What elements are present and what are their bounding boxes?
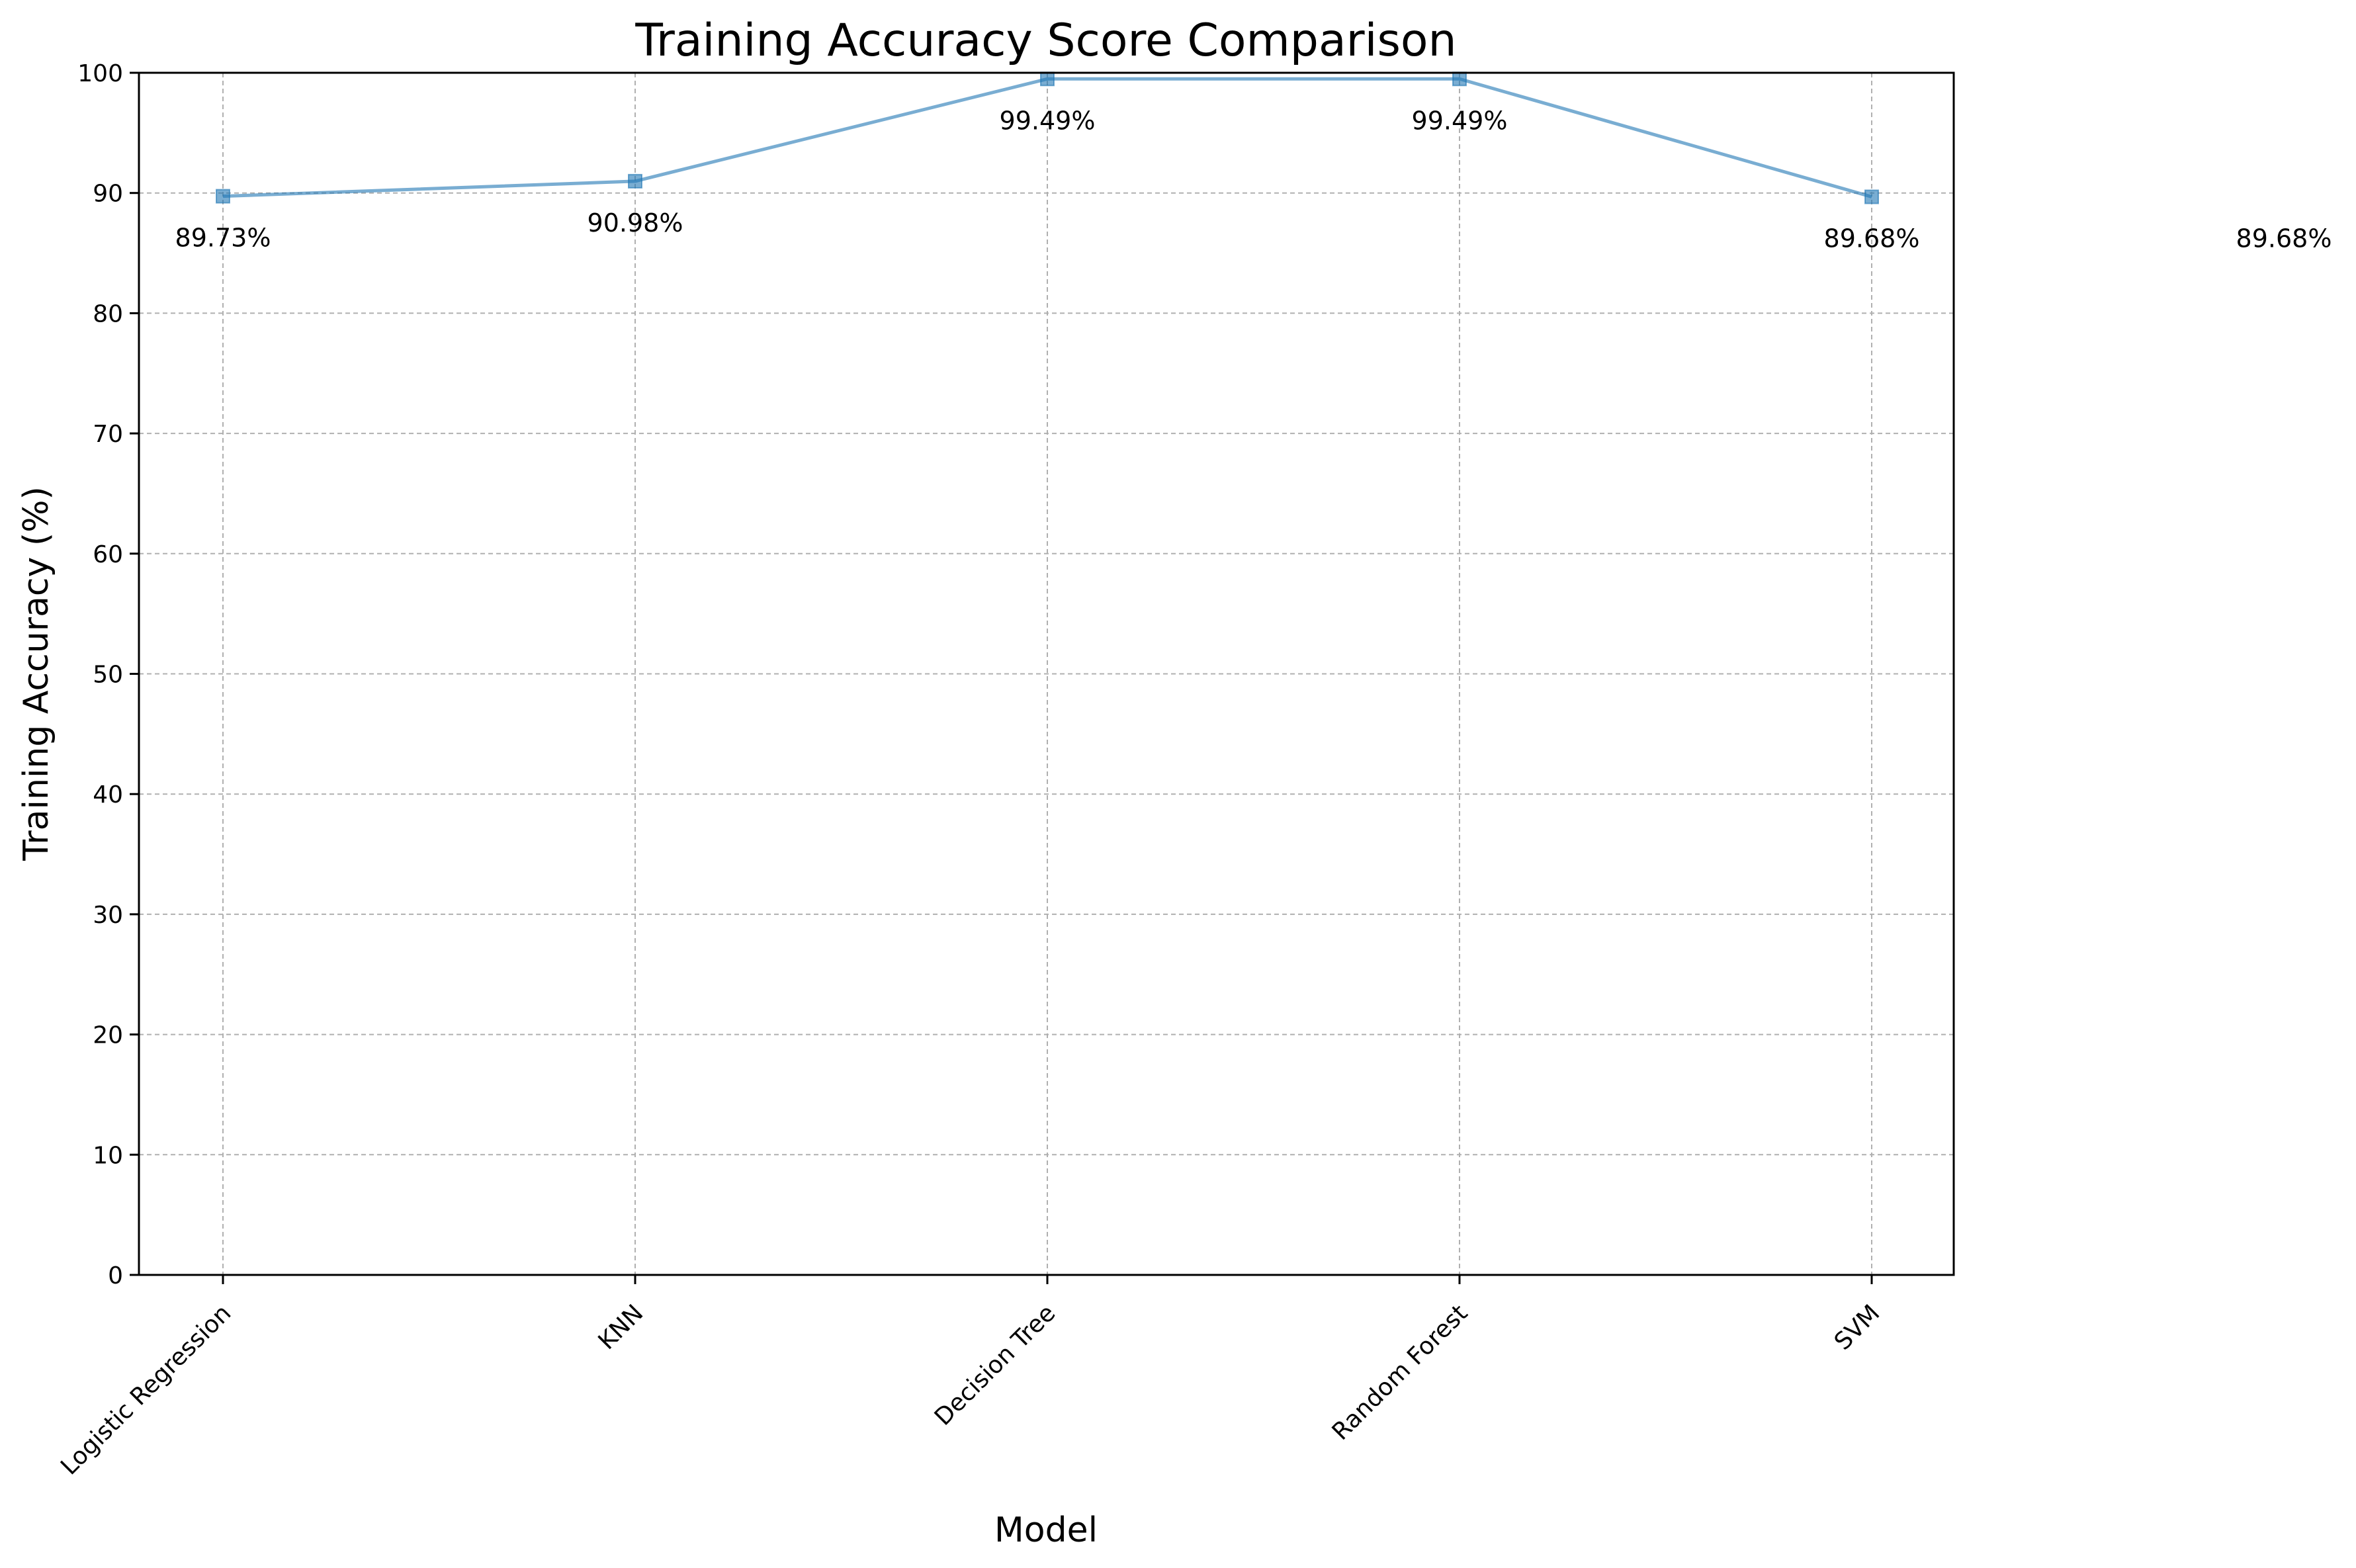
data-point-marker xyxy=(1040,71,1055,87)
series-layer xyxy=(216,71,1879,204)
y-tick-label: 40 xyxy=(93,781,123,808)
y-tick-label: 50 xyxy=(93,662,123,689)
data-label: 89.68% xyxy=(2236,224,2332,253)
y-tick-label: 20 xyxy=(93,1022,123,1049)
data-point-marker xyxy=(1452,71,1467,87)
y-tick-label: 30 xyxy=(93,902,123,929)
data-label: 89.73% xyxy=(175,224,271,253)
y-tick-label: 90 xyxy=(93,181,123,208)
data-label: 89.68% xyxy=(1824,224,1920,253)
y-tick-label: 0 xyxy=(108,1262,123,1289)
x-axis-label: Model xyxy=(994,1510,1098,1550)
data-label: 90.98% xyxy=(588,208,683,238)
data-label: 99.49% xyxy=(1412,106,1508,135)
data-label-layer: 89.73% 90.98% 99.49% 99.49% 89.68% 89.68% xyxy=(175,106,2332,253)
y-tick-label: 80 xyxy=(93,300,123,327)
data-point-marker xyxy=(1864,189,1879,204)
data-point-marker xyxy=(628,173,642,189)
y-axis-label: Training Accuracy (%) xyxy=(17,486,56,861)
y-tick-label: 100 xyxy=(77,60,123,87)
y-tick-label: 10 xyxy=(93,1142,123,1169)
data-label: 99.49% xyxy=(1000,106,1096,135)
y-tick-label: 70 xyxy=(93,421,123,448)
data-point-marker xyxy=(216,189,230,204)
y-tick-label: 60 xyxy=(93,541,123,568)
chart-title: Training Accuracy Score Comparison xyxy=(634,15,1456,67)
